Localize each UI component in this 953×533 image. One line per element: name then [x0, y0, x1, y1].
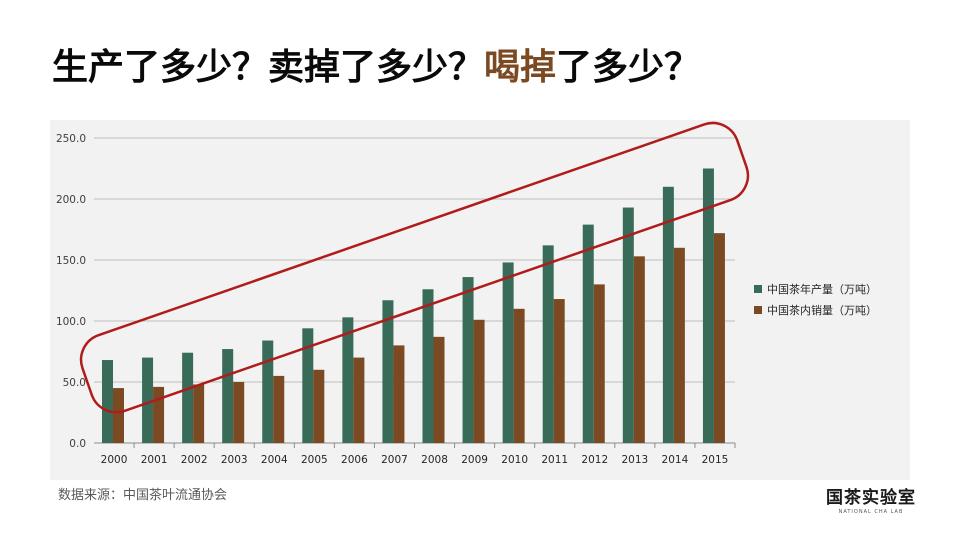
- x-tick-label: 2010: [501, 454, 528, 466]
- x-tick-label: 2001: [141, 454, 168, 466]
- y-tick-label: 0.0: [69, 438, 86, 450]
- x-tick-label: 2004: [261, 454, 288, 466]
- bar-production: [102, 360, 113, 443]
- legend-swatch: [754, 306, 762, 314]
- title-part-1: 生产了多少？卖掉了多少？: [52, 47, 485, 88]
- legend-label: 中国茶年产量（万吨）: [767, 282, 877, 296]
- bar-production: [502, 262, 514, 443]
- x-tick-label: 2012: [581, 454, 608, 466]
- bar-production: [182, 352, 194, 443]
- bar-sales: [393, 345, 405, 443]
- bar-production: [142, 357, 154, 443]
- chart-panel: 0.0 50.0 100.0 150.0 200.0 250.0 2000 2001 2002 2…: [50, 120, 910, 480]
- x-tick-label: 2008: [421, 454, 448, 466]
- y-tick-label: 50.0: [63, 377, 86, 389]
- bar-sales: [633, 256, 645, 443]
- bar-sales: [593, 284, 605, 443]
- x-tick-label: 2007: [381, 454, 408, 466]
- source-note: 数据来源：中国茶叶流通协会: [58, 488, 228, 503]
- x-tick-label: 2006: [341, 454, 368, 466]
- bar-sales: [553, 299, 565, 443]
- bar-production: [542, 245, 554, 443]
- bar-sales: [233, 382, 245, 443]
- slide-title: 生产了多少？卖掉了多少？喝掉了多少？: [52, 38, 700, 90]
- x-tick-label: 2009: [461, 454, 488, 466]
- bar-sales: [353, 357, 365, 443]
- bar-sales: [153, 386, 165, 443]
- bar-production: [222, 349, 234, 443]
- title-part-2: 了多少？: [556, 47, 701, 88]
- bar-production: [342, 317, 354, 443]
- x-tick-label: 2015: [702, 454, 729, 466]
- y-tick-label: 100.0: [56, 316, 86, 328]
- x-tick-label: 2000: [101, 454, 128, 466]
- bar-sales: [193, 384, 205, 443]
- bar-production: [622, 207, 634, 443]
- bar-chart: 0.0 50.0 100.0 150.0 200.0 250.0 2000 2001 2002 2…: [56, 121, 877, 466]
- y-tick-label: 250.0: [56, 133, 86, 145]
- bar-production: [382, 300, 394, 443]
- bar-sales: [273, 375, 285, 443]
- legend-label: 中国茶内销量（万吨）: [767, 303, 877, 317]
- bar-sales: [513, 308, 525, 443]
- legend-swatch: [754, 285, 762, 293]
- bar-production: [462, 277, 474, 443]
- bar-sales: [673, 247, 685, 443]
- brand-logo-subtext: NATIONAL CHA LAB: [838, 509, 904, 515]
- bar-production: [422, 289, 434, 443]
- brand-logo-text: 国茶实验室: [826, 488, 916, 508]
- bar-sales: [473, 319, 485, 443]
- bar-sales: [313, 369, 325, 443]
- brand-logo: 国茶实验室 NATIONAL CHA LAB: [826, 483, 916, 515]
- y-tick-label: 150.0: [56, 255, 86, 267]
- x-tick-label: 2011: [541, 454, 568, 466]
- bar-production: [262, 340, 274, 443]
- bar-production: [582, 224, 594, 443]
- x-tick-label: 2014: [662, 454, 689, 466]
- bar-production: [662, 186, 674, 444]
- x-tick-label: 2002: [181, 454, 208, 466]
- trend-highlight-band: [79, 121, 750, 414]
- bar-production: [702, 168, 714, 443]
- title-highlight: 喝掉: [484, 47, 557, 88]
- bar-sales: [433, 336, 445, 443]
- x-tick-label: 2013: [621, 454, 648, 466]
- bar-sales: [713, 233, 725, 443]
- bar-production: [302, 328, 314, 443]
- bar-sales: [113, 388, 124, 443]
- y-tick-label: 200.0: [56, 194, 86, 206]
- x-tick-label: 2003: [221, 454, 248, 466]
- x-tick-label: 2005: [301, 454, 328, 466]
